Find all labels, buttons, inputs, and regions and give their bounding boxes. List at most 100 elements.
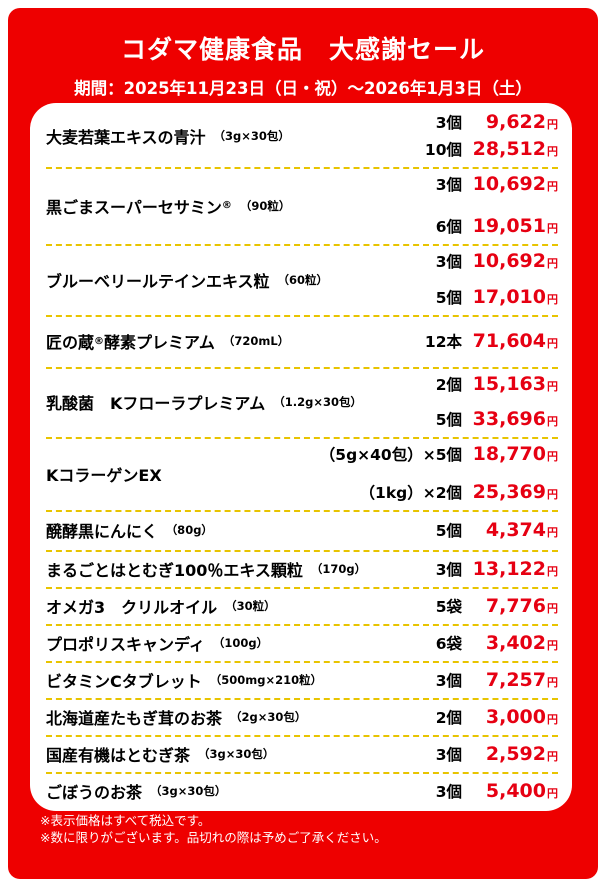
price-tier: 5個 17,010円 xyxy=(436,282,558,312)
yen-mark: 円 xyxy=(547,488,558,501)
tier-price-value: 18,770 xyxy=(472,443,546,465)
tier-price: 2,592円 xyxy=(462,743,558,765)
yen-mark: 円 xyxy=(547,564,558,578)
tier-price-value: 19,051 xyxy=(472,215,546,237)
tier-quantity: 12本 xyxy=(424,333,462,351)
tier-price-value: 3,000 xyxy=(485,705,546,728)
tier-price: 9,622円 xyxy=(462,111,558,133)
tier-price-value: 4,374 xyxy=(485,519,546,541)
price-tier: 3個 13,122円 xyxy=(436,554,558,584)
product-name: 乳酸菌 Kフローラプレミアム （1.2g×30包） xyxy=(46,367,362,437)
tier-price-value: 33,696 xyxy=(472,408,546,430)
yen-mark: 円 xyxy=(547,638,558,652)
registered-mark: ® xyxy=(221,200,232,211)
price-tier: 3個 9,622円 xyxy=(436,107,558,137)
product-name-text: 大麦若葉エキスの青汁 xyxy=(46,128,206,147)
yen-mark: 円 xyxy=(547,293,558,306)
product-row: 乳酸菌 Kフローラプレミアム （1.2g×30包） 2個 15,163 円 5個 33,69… xyxy=(46,367,558,439)
tier-price: 5,400円 xyxy=(462,780,558,802)
product-name: プロポリスキャンディ （100g） xyxy=(46,624,268,661)
tier-price-value: 5,400 xyxy=(485,779,546,802)
product-name-text: 黒ごまスーパーセサミン xyxy=(46,197,222,217)
yen-mark: 円 xyxy=(547,415,558,428)
product-spec: （3g×30包） xyxy=(150,783,227,798)
tier-price: 33,696円 xyxy=(462,408,558,430)
yen-mark: 円 xyxy=(547,786,558,800)
tier-quantity: 3個 xyxy=(435,745,462,764)
product-row: ビタミンCタブレット （500mg×210粒） 3個 7,257円 xyxy=(46,661,558,700)
yen-mark: 円 xyxy=(547,337,558,350)
product-spec: （100g） xyxy=(212,635,269,650)
yen-mark: 円 xyxy=(547,118,558,131)
tier-price-value: 15,163 xyxy=(472,373,546,395)
product-list-panel xyxy=(30,103,572,811)
price-tier: 10個 28,512円 xyxy=(425,134,558,164)
tier-price-value: 2,592 xyxy=(485,742,546,765)
tier-price: 3,402円 xyxy=(462,632,558,654)
product-row: 国産有機はとむぎ茶 （3g×30包） 3個 2,592円 xyxy=(46,735,558,774)
price-tier: 2個 3,000円 xyxy=(436,702,558,732)
product-spec: （90粒） xyxy=(239,198,291,213)
product-name-text: 醗酵黒にんにく xyxy=(46,522,158,541)
product-spec: （3g×30包） xyxy=(198,746,275,761)
tier-quantity: 2個 xyxy=(435,376,462,394)
product-name: ブルーベリールテインエキス粒 （60粒） xyxy=(46,244,328,315)
yen-mark: 円 xyxy=(547,145,558,158)
product-name-text: KコラーゲンEX xyxy=(46,465,162,485)
product-name: KコラーゲンEX xyxy=(46,437,162,510)
tier-price: 3,000円 xyxy=(462,706,558,728)
product-row: 北海道産たもぎ茸のお茶 （2g×30包） 2個 3,000円 xyxy=(46,698,558,737)
product-row: 黒ごまスーパーセサミン ® （90粒） 3個 10,692円 6個 19,051円 xyxy=(46,167,558,246)
product-name-text-2: 酵素プレミアム xyxy=(104,333,215,352)
tier-price: 17,010円 xyxy=(462,286,558,308)
product-row: 大麦若葉エキスの青汁 （3g×30包） 3個 9,622円 10個 28,512円 xyxy=(46,105,558,169)
product-spec: （720mL） xyxy=(222,334,290,348)
sale-title: コダマ健康食品 大感謝セール xyxy=(120,35,485,64)
product-name-text: 乳酸菌 Kフローラプレミアム xyxy=(46,394,266,413)
yen-mark: 円 xyxy=(547,180,558,193)
product-name-text: 国産有機はとむぎ茶 xyxy=(46,745,191,765)
price-tier: 3個 7,257円 xyxy=(436,665,558,695)
tier-price: 71,604円 xyxy=(462,330,558,352)
price-tier: （5g×40包）×5個 18,770円 xyxy=(320,439,558,469)
yen-mark: 円 xyxy=(547,601,558,615)
price-tier: 5袋 7,776円 xyxy=(436,591,558,621)
tier-quantity: （5g×40包）×5個 xyxy=(319,446,462,464)
yen-mark: 円 xyxy=(547,749,558,763)
product-name-text: ビタミンCタブレット xyxy=(46,671,202,691)
product-name: ごぼうのお茶 （3g×30包） xyxy=(46,772,226,809)
tier-price-value: 25,369 xyxy=(472,481,546,503)
tier-quantity: 3個 xyxy=(435,253,462,271)
product-spec: （30粒） xyxy=(225,598,276,613)
yen-mark: 円 xyxy=(547,450,558,463)
tier-price: 13,122円 xyxy=(462,558,558,580)
price-tier: 6個 19,051円 xyxy=(436,211,558,241)
tier-quantity: 5個 xyxy=(435,289,462,307)
price-tier: 5個 33,696円 xyxy=(436,404,558,434)
registered-mark: ® xyxy=(94,335,105,347)
tier-price: 25,369円 xyxy=(462,481,558,503)
tier-price: 28,512円 xyxy=(462,138,558,160)
product-name-text: まるごとはとむぎ100％エキス顆粒 xyxy=(46,560,303,580)
yen-mark: 円 xyxy=(547,257,558,270)
footnote-stock: ※数に限りがございます。品切れの際は予めご了承ください。 xyxy=(40,830,387,845)
product-row: ブルーベリールテインエキス粒 （60粒） 3個 10,692円 5個 17,010円 xyxy=(46,244,558,317)
tier-price-value: 17,010 xyxy=(472,286,546,308)
tier-quantity: 5袋 xyxy=(435,597,462,616)
price-tier: （1kg）×2個 25,369円 xyxy=(360,477,558,507)
tier-price: 19,051円 xyxy=(462,215,558,237)
tier-price: 10,692円 xyxy=(462,250,558,272)
tier-price: 4,374円 xyxy=(462,519,558,541)
tier-price: 10,692円 xyxy=(462,173,558,195)
product-spec: （1.2g×30包） xyxy=(273,395,363,409)
tier-price-value: 3,402 xyxy=(485,631,546,654)
product-name: 国産有機はとむぎ茶 （3g×30包） xyxy=(46,735,274,772)
product-row: まるごとはとむぎ100％エキス顆粒 （170g） 3個 13,122円 xyxy=(46,550,558,589)
product-row: 醗酵黒にんにく （80g） 5個 4,374円 xyxy=(46,510,558,552)
product-row: KコラーゲンEX （5g×40包）×5個 18,770円 （1kg）×2個 25,369… xyxy=(46,437,558,512)
yen-mark: 円 xyxy=(547,222,558,235)
tier-price-value: 7,776 xyxy=(485,594,546,617)
product-spec: （60粒） xyxy=(277,272,329,287)
product-spec: （80g） xyxy=(165,523,213,537)
product-name: まるごとはとむぎ100％エキス顆粒 （170g） xyxy=(46,550,366,587)
